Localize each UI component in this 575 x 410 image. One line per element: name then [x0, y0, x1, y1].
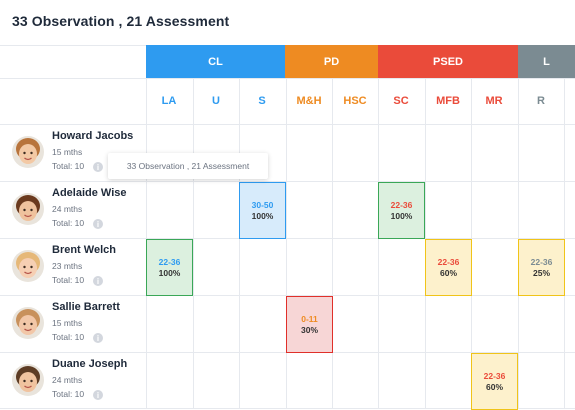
score-range: 22-36	[158, 256, 181, 267]
child-age: 24 mths	[52, 204, 83, 214]
grid-column-divider	[332, 78, 333, 409]
score-percent: 100%	[251, 210, 274, 221]
column-header-mr[interactable]: MR	[485, 95, 503, 107]
child-avatar	[12, 364, 44, 396]
score-percent: 100%	[390, 210, 413, 221]
score-percent: 60%	[439, 267, 457, 278]
score-range: 22-36	[483, 370, 506, 381]
score-percent: 60%	[485, 381, 503, 392]
child-avatar	[12, 193, 44, 225]
column-header-r[interactable]: R	[537, 95, 545, 107]
child-name[interactable]: Adelaide Wise	[52, 187, 127, 199]
score-range: 22-36	[437, 256, 460, 267]
info-icon[interactable]: i	[93, 333, 103, 343]
column-header-sc[interactable]: SC	[393, 95, 409, 107]
column-header-s[interactable]: S	[258, 95, 266, 107]
child-age: 24 mths	[52, 375, 83, 385]
child-row[interactable]: Duane Joseph 24 mths Total: 10 i	[0, 352, 146, 409]
page-title: 33 Observation , 21 Assessment	[12, 13, 230, 29]
child-name[interactable]: Duane Joseph	[52, 358, 128, 370]
child-total: Total: 10	[52, 275, 85, 285]
column-header-mfb[interactable]: MFB	[436, 95, 460, 107]
child-age: 15 mths	[52, 318, 83, 328]
child-avatar	[12, 136, 44, 168]
child-row[interactable]: Howard Jacobs 15 mths Total: 10 i	[0, 124, 146, 181]
child-total: Total: 10	[52, 332, 85, 342]
child-age: 15 mths	[52, 147, 83, 157]
assessment-score-cell[interactable]: 22-36 60%	[471, 353, 518, 410]
child-name[interactable]: Sallie Barrett	[52, 301, 120, 313]
column-header-hsc[interactable]: HSC	[343, 95, 367, 107]
column-header-mh[interactable]: M&H	[296, 95, 322, 107]
child-row[interactable]: Sallie Barrett 15 mths Total: 10 i	[0, 295, 146, 352]
column-header-u[interactable]: U	[212, 95, 220, 107]
assessment-grid: CL PD PSED L LA U S M&H HSC SC MFB MR R Howard Jaco…	[0, 45, 575, 410]
grid-row-divider	[0, 181, 575, 182]
child-avatar	[12, 307, 44, 339]
info-icon[interactable]: i	[93, 219, 103, 229]
grid-column-divider	[286, 78, 287, 409]
assessment-score-cell[interactable]: 22-36 60%	[425, 239, 472, 296]
assessment-score-cell[interactable]: 0-11 30%	[286, 296, 333, 353]
score-percent: 25%	[532, 267, 550, 278]
group-header-pd[interactable]: PD	[285, 45, 378, 78]
group-header-cl[interactable]: CL	[146, 45, 285, 78]
assessment-score-cell[interactable]: 22-36 100%	[146, 239, 193, 296]
child-total: Total: 10	[52, 218, 85, 228]
grid-row-divider	[0, 78, 575, 79]
score-range: 30-50	[251, 199, 274, 210]
child-name[interactable]: Howard Jacobs	[52, 130, 134, 142]
column-header-la[interactable]: LA	[161, 95, 177, 107]
grid-column-divider	[193, 78, 194, 409]
assessment-score-cell[interactable]: 30-50 100%	[239, 182, 286, 239]
score-percent: 100%	[158, 267, 181, 278]
grid-column-divider	[239, 78, 240, 409]
grid-column-divider	[146, 45, 147, 409]
child-total: Total: 10	[52, 389, 85, 399]
child-avatar	[12, 250, 44, 282]
grid-row-divider	[0, 124, 575, 125]
info-icon[interactable]: i	[93, 162, 103, 172]
assessment-score-cell[interactable]: 22-36 100%	[378, 182, 425, 239]
score-range: 22-36	[390, 199, 413, 210]
observation-tooltip: 33 Observation , 21 Assessment	[108, 153, 268, 179]
info-icon[interactable]: i	[93, 276, 103, 286]
child-total: Total: 10	[52, 161, 85, 171]
score-range: 22-36	[530, 256, 553, 267]
info-icon[interactable]: i	[93, 390, 103, 400]
assessment-score-cell[interactable]: 22-36 25%	[518, 239, 565, 296]
score-percent: 30%	[300, 324, 318, 335]
child-row[interactable]: Brent Welch 23 mths Total: 10 i	[0, 238, 146, 295]
group-header-l[interactable]: L	[518, 45, 575, 78]
child-row[interactable]: Adelaide Wise 24 mths Total: 10 i	[0, 181, 146, 238]
grid-column-divider	[378, 78, 379, 409]
group-header-psed[interactable]: PSED	[378, 45, 518, 78]
child-age: 23 mths	[52, 261, 83, 271]
child-name[interactable]: Brent Welch	[52, 244, 116, 256]
grid-row-divider	[0, 295, 575, 296]
score-range: 0-11	[301, 313, 318, 324]
grid-row-divider	[0, 238, 575, 239]
